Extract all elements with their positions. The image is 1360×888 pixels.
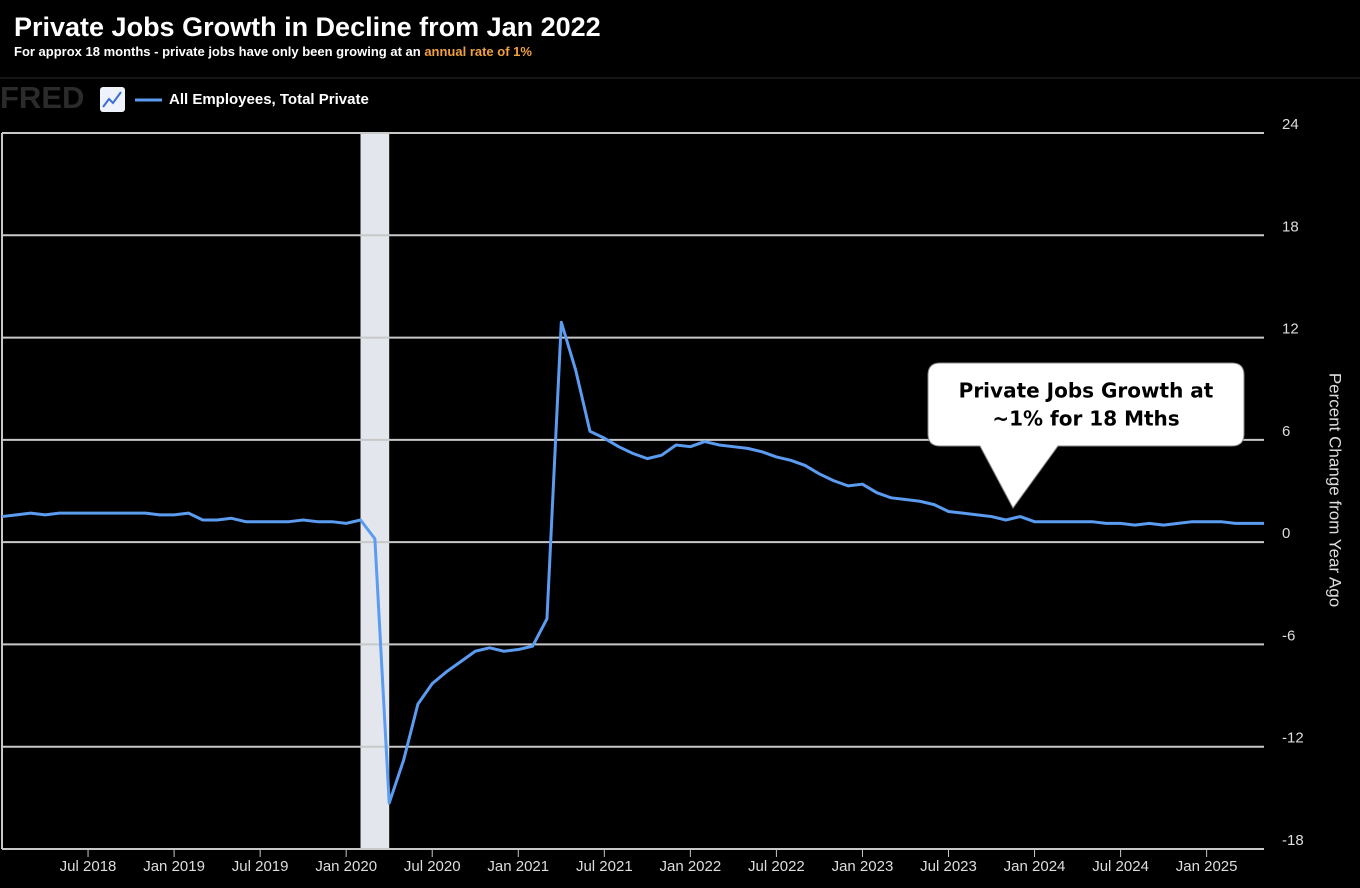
- y-tick-label: 12: [1282, 321, 1299, 338]
- x-tick-label: Jan 2022: [659, 858, 721, 875]
- x-tick-label: Jan 2023: [832, 858, 894, 875]
- y-tick-label: 0: [1282, 525, 1290, 542]
- logo-icon-line: [102, 91, 122, 108]
- chart-title: Private Jobs Growth in Decline from Jan …: [14, 12, 601, 42]
- y-tick-label: -6: [1282, 627, 1295, 644]
- plot-area: -18 -12 -6 0 6 12 18 24 Jul 2018 Jan 2019 Jul 2019…: [1, 116, 1304, 875]
- subtitle-text: For approx 18 months - private jobs have…: [14, 44, 421, 59]
- x-tick-label: Jul 2018: [60, 858, 117, 875]
- x-tick-label: Jul 2023: [920, 858, 977, 875]
- y-tick-label: -12: [1282, 730, 1304, 747]
- y-tick-label: 6: [1282, 423, 1290, 440]
- x-tick-label: Jan 2019: [143, 858, 205, 875]
- logo-icon: [100, 87, 125, 112]
- x-tick-label: Jul 2019: [232, 858, 289, 875]
- x-tick-label: Jan 2025: [1176, 858, 1238, 875]
- legend-label: All Employees, Total Private: [169, 91, 369, 108]
- x-tick-label: Jul 2021: [576, 858, 633, 875]
- source-logo: FRED: [0, 80, 84, 115]
- x-tick-label: Jul 2024: [1092, 858, 1149, 875]
- callout-text: Private Jobs Growth at: [959, 379, 1214, 403]
- callout: Private Jobs Growth at ~1% for 18 Mths: [927, 362, 1245, 509]
- x-tick-label: Jan 2021: [487, 858, 549, 875]
- x-tick-label: Jan 2024: [1004, 858, 1066, 875]
- y-tick-label: -18: [1282, 832, 1304, 849]
- callout-text: ~1% for 18 Mths: [992, 407, 1179, 431]
- data-line: [1, 320, 1264, 805]
- x-tick-label: Jul 2020: [404, 858, 461, 875]
- chart-subtitle: For approx 18 months - private jobs have…: [14, 44, 532, 59]
- y-tick-label: 18: [1282, 218, 1299, 235]
- x-tick-label: Jul 2022: [748, 858, 805, 875]
- callout-box: [927, 362, 1245, 509]
- y-tick-label: 24: [1282, 116, 1299, 133]
- subtitle-highlight: annual rate of 1%: [424, 44, 532, 59]
- x-tick-label: Jan 2020: [315, 858, 377, 875]
- y-axis-label: Percent Change from Year Ago: [1326, 373, 1345, 607]
